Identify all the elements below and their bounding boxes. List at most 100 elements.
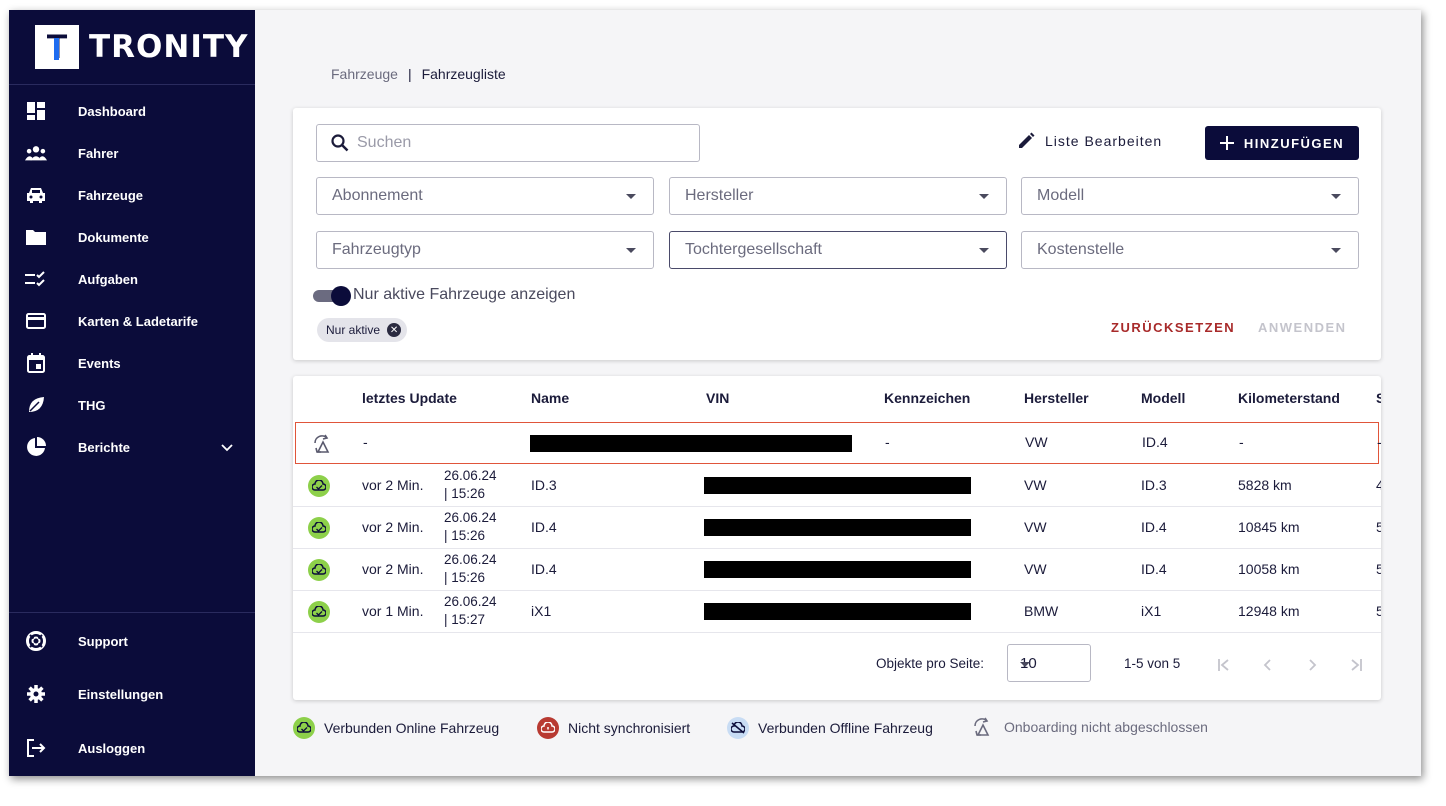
people-icon xyxy=(25,142,47,164)
onboarding-icon xyxy=(314,434,330,453)
column-header-vin[interactable]: VIN xyxy=(706,390,730,406)
sidebar-item-thg[interactable]: THG xyxy=(9,384,255,426)
apply-button[interactable]: ANWENDEN xyxy=(1258,320,1347,335)
chevron-down-icon[interactable] xyxy=(219,439,235,455)
table-row[interactable]: vor 1 Min. 26.06.24 | 15:27 iX1 BMW iX1 … xyxy=(293,591,1381,633)
cell-truncated: 5 xyxy=(1376,603,1381,619)
checklist-icon xyxy=(25,268,47,290)
sidebar-divider xyxy=(9,612,255,613)
sidebar-item-fahrzeuge[interactable]: Fahrzeuge xyxy=(9,174,255,216)
caret-down-icon xyxy=(626,248,636,253)
legend-label: Onboarding nicht abgeschlossen xyxy=(1004,719,1208,735)
pencil-icon xyxy=(1019,132,1035,148)
sidebar-item-events[interactable]: Events xyxy=(9,342,255,384)
app-window: T TRONITY Dashboard Fahrer Fahrzeuge xyxy=(9,10,1421,776)
breadcrumb: Fahrzeuge | Fahrzeugliste xyxy=(331,66,506,82)
filter-modell[interactable]: Modell xyxy=(1021,177,1359,215)
sidebar-item-label: Aufgaben xyxy=(78,271,138,287)
leaf-icon xyxy=(25,394,47,416)
first-page-icon[interactable] xyxy=(1215,656,1233,674)
cloud-online-icon xyxy=(293,717,315,739)
chip-label: Nur aktive xyxy=(326,323,381,337)
table-row[interactable]: vor 2 Min. 26.06.24 | 15:26 ID.4 VW ID.4… xyxy=(293,549,1381,591)
sidebar-item-fahrer[interactable]: Fahrer xyxy=(9,132,255,174)
cell-update-date: 26.06.24 xyxy=(444,468,497,483)
cell-hersteller: VW xyxy=(1025,434,1048,450)
cloud-off-icon xyxy=(727,717,749,739)
cell-update: vor 1 Min. xyxy=(362,603,424,619)
edit-list-button[interactable]: Liste Bearbeiten xyxy=(1017,132,1162,150)
sidebar-item-ausloggen[interactable]: Ausloggen xyxy=(9,727,255,769)
table-row[interactable]: vor 2 Min. 26.06.24 | 15:26 ID.3 VW ID.3… xyxy=(293,465,1381,507)
legend-offline: Verbunden Offline Fahrzeug xyxy=(727,717,933,739)
sidebar-item-label: Karten & Ladetarife xyxy=(78,313,198,329)
table-row[interactable]: vor 2 Min. 26.06.24 | 15:26 ID.4 VW ID.4… xyxy=(293,507,1381,549)
sidebar-item-aufgaben[interactable]: Aufgaben xyxy=(9,258,255,300)
next-page-icon[interactable] xyxy=(1303,656,1321,674)
cell-km: - xyxy=(1239,434,1244,450)
column-header-modell[interactable]: Modell xyxy=(1141,390,1186,406)
sidebar-item-dokumente[interactable]: Dokumente xyxy=(9,216,255,258)
cell-update-time: | 15:26 xyxy=(444,486,486,501)
sidebar-item-karten[interactable]: Karten & Ladetarife xyxy=(9,300,255,342)
cell-modell: ID.4 xyxy=(1141,561,1167,577)
search-input[interactable] xyxy=(357,134,677,152)
lifebuoy-icon xyxy=(25,630,47,652)
search-field[interactable] xyxy=(316,124,700,162)
sidebar-item-support[interactable]: Support xyxy=(9,620,255,662)
filter-fahrzeugtyp[interactable]: Fahrzeugtyp xyxy=(316,231,654,269)
close-icon[interactable]: ✕ xyxy=(387,323,402,337)
active-filter-chip: Nur aktive ✕ xyxy=(317,318,408,342)
caret-down-icon xyxy=(979,194,989,199)
table-row[interactable]: - - VW ID.4 - - xyxy=(295,422,1381,464)
sidebar-item-label: Support xyxy=(78,633,128,649)
sidebar-item-label: Fahrer xyxy=(78,145,119,161)
cell-name: ID.4 xyxy=(531,519,557,535)
column-header-kennzeichen[interactable]: Kennzeichen xyxy=(884,390,971,406)
column-header-kilometerstand[interactable]: Kilometerstand xyxy=(1238,390,1340,406)
add-label: HINZUFÜGEN xyxy=(1243,135,1345,151)
breadcrumb-parent[interactable]: Fahrzeuge xyxy=(331,66,398,82)
sidebar-item-berichte[interactable]: Berichte xyxy=(9,426,255,468)
logo[interactable]: T TRONITY xyxy=(35,25,248,69)
cell-hersteller: VW xyxy=(1024,561,1047,577)
toggle-label: Nur aktive Fahrzeuge anzeigen xyxy=(353,286,576,303)
plus-icon xyxy=(1219,136,1234,150)
sidebar-item-label: Ausloggen xyxy=(78,740,146,756)
add-vehicle-button[interactable]: HINZUFÜGEN xyxy=(1205,126,1359,160)
sidebar-item-label: Einstellungen xyxy=(78,686,164,702)
filter-kostenstelle[interactable]: Kostenstelle xyxy=(1021,231,1359,269)
column-header-hersteller[interactable]: Hersteller xyxy=(1024,390,1089,406)
last-page-icon[interactable] xyxy=(1347,656,1365,674)
filter-tochtergesellschaft[interactable]: Tochtergesellschaft xyxy=(669,231,1007,269)
cell-hersteller: VW xyxy=(1024,477,1047,493)
logo-text: TRONITY xyxy=(89,29,249,65)
cell-update-time: | 15:27 xyxy=(444,612,486,627)
filter-hersteller[interactable]: Hersteller xyxy=(669,177,1007,215)
legend-onboarding: Onboarding nicht abgeschlossen xyxy=(973,717,1208,737)
filter-abonnement[interactable]: Abonnement xyxy=(316,177,654,215)
car-icon xyxy=(25,184,47,206)
sidebar-item-einstellungen[interactable]: Einstellungen xyxy=(9,673,255,715)
cell-modell: ID.3 xyxy=(1141,477,1167,493)
reset-button[interactable]: ZURÜCKSETZEN xyxy=(1111,320,1236,335)
onboarding-icon xyxy=(974,717,990,736)
column-header-name[interactable]: Name xyxy=(531,390,570,406)
sidebar-item-dashboard[interactable]: Dashboard xyxy=(9,90,255,132)
cell-update-date: 26.06.24 xyxy=(444,510,497,525)
cell-name: ID.3 xyxy=(531,477,557,493)
active-only-toggle[interactable] xyxy=(313,286,351,306)
logout-icon xyxy=(25,737,47,759)
calendar-icon xyxy=(25,352,47,374)
edit-list-label: Liste Bearbeiten xyxy=(1045,133,1163,149)
cell-truncated: 5 xyxy=(1376,519,1381,535)
per-page-select[interactable]: 10 xyxy=(1007,644,1091,682)
column-header-truncated[interactable]: S xyxy=(1376,390,1381,406)
caret-down-icon xyxy=(1331,248,1341,253)
cloud-alert-icon xyxy=(537,717,559,739)
column-header-update[interactable]: letztes Update xyxy=(362,390,457,406)
legend-not-synced: Nicht synchronisiert xyxy=(537,717,690,739)
prev-page-icon[interactable] xyxy=(1259,656,1277,674)
toggle-knob xyxy=(331,286,351,306)
search-icon xyxy=(331,134,349,152)
